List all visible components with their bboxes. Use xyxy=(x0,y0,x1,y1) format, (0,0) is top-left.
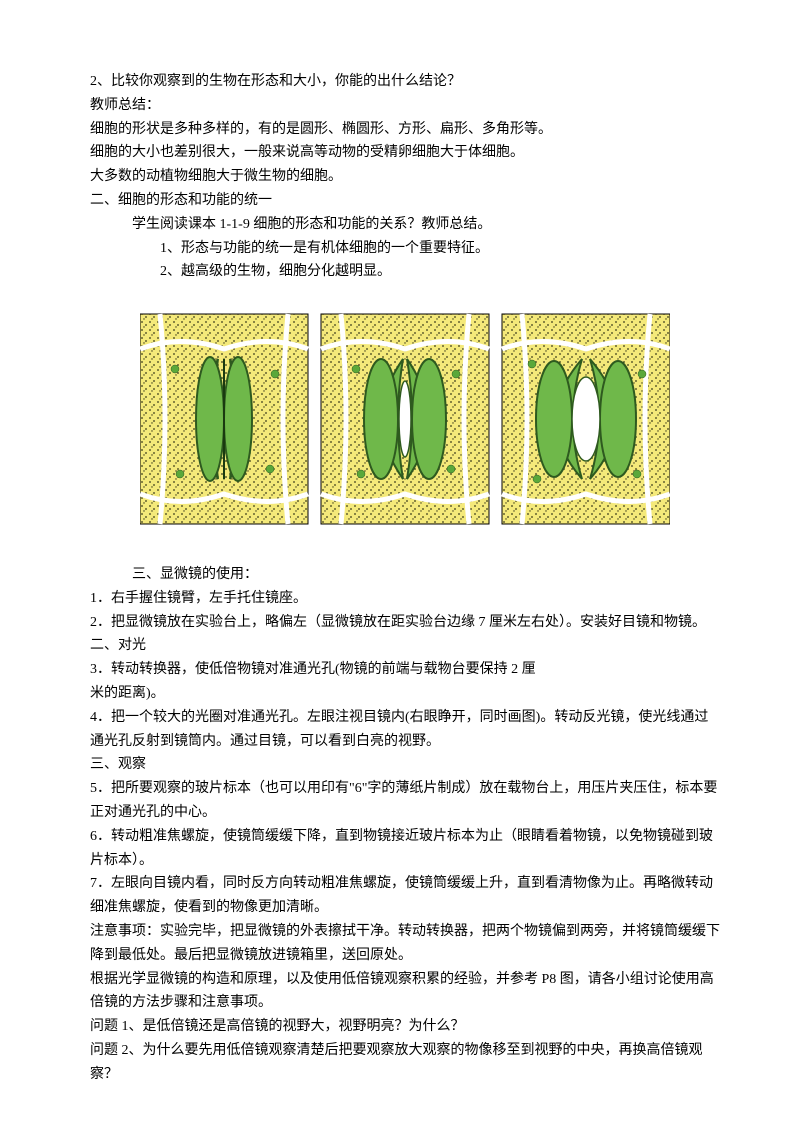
question-text: 问题 1、是低倍镜还是高倍镜的视野大，视野明亮？为什么？ xyxy=(90,1015,720,1039)
text-line: 二、细胞的形态和功能的统一 xyxy=(90,189,720,213)
stomata-diagram-svg xyxy=(140,304,670,534)
text-line: 1、形态与功能的统一是有机体细胞的一个重要特征。 xyxy=(90,237,720,261)
panel-open xyxy=(502,314,670,524)
text-line: 细胞的大小也差别很大，一般来说高等动物的受精卵细胞大于体细胞。 xyxy=(90,141,720,165)
text-line: 2、越高级的生物，细胞分化越明显。 xyxy=(90,260,720,284)
sub-heading: 三、观察 xyxy=(90,753,720,777)
text-line: 2、比较你观察到的生物在形态和大小，你能的出什么结论？ xyxy=(90,70,720,94)
text-line: 细胞的形状是多种多样的，有的是圆形、椭圆形、方形、扁形、多角形等。 xyxy=(90,118,720,142)
step-text: 5．把所要观察的玻片标本（也可以用印有"6"字的薄纸片制成）放在载物台上，用压片… xyxy=(90,777,720,825)
section-heading: 三、显微镜的使用： xyxy=(90,563,720,587)
step-text: 米的距离)。 xyxy=(90,682,720,706)
text-line: 大多数的动植物细胞大于微生物的细胞。 xyxy=(90,165,720,189)
document-page: 2、比较你观察到的生物在形态和大小，你能的出什么结论？ 教师总结： 细胞的形状是… xyxy=(0,0,800,1132)
text-line: 教师总结： xyxy=(90,94,720,118)
note-text: 根据光学显微镜的构造和原理，以及使用低倍镜观察积累的经验，并参考 P8 图，请各… xyxy=(90,968,720,1016)
step-text: 4．把一个较大的光圈对准通光孔。左眼注视目镜内(右眼睁开，同时画图)。转动反光镜… xyxy=(90,706,720,754)
stomata-figure xyxy=(90,304,720,543)
step-text: 3．转动转换器，使低倍物镜对准通光孔(物镜的前端与载物台要保持 2 厘 xyxy=(90,658,720,682)
question-text: 问题 2、为什么要先用低倍镜观察清楚后把要观察放大观察的物像移至到视野的中央，再… xyxy=(90,1039,720,1087)
step-text: 2．把显微镜放在实验台上，略偏左（显微镜放在距实验台边缘 7 厘米左右处）。安装… xyxy=(90,611,720,635)
note-text: 注意事项：实验完毕，把显微镜的外表擦拭干净。转动转换器，把两个物镜偏到两旁，并将… xyxy=(90,920,720,968)
step-text: 7．左眼向目镜内看，同时反方向转动粗准焦螺旋，使镜筒缓缓上升，直到看清物像为止。… xyxy=(90,872,720,920)
text-line: 学生阅读课本 1-1-9 细胞的形态和功能的关系？教师总结。 xyxy=(90,213,720,237)
panel-partial xyxy=(321,314,489,524)
step-text: 1．右手握住镜臂，左手托住镜座。 xyxy=(90,587,720,611)
panel-closed xyxy=(140,314,308,524)
step-text: 6．转动粗准焦螺旋，使镜筒缓缓下降，直到物镜接近玻片标本为止（眼睛看着物镜，以免… xyxy=(90,825,720,873)
sub-heading: 二、对光 xyxy=(90,634,720,658)
